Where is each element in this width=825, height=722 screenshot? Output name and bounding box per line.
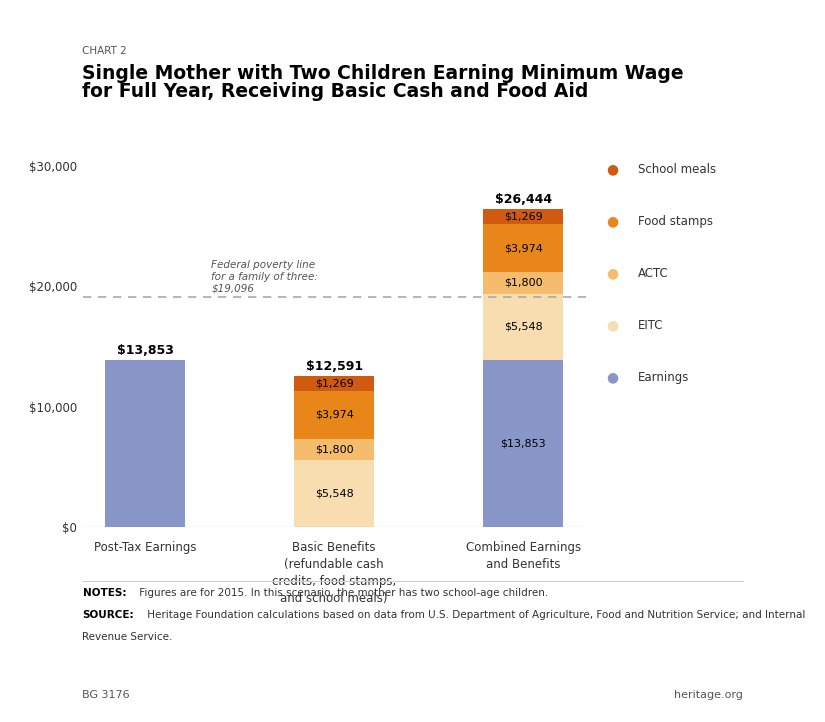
Text: School meals: School meals bbox=[638, 163, 716, 176]
Text: ●: ● bbox=[606, 214, 619, 229]
Text: Figures are for 2015. In this scenario, the mother has two school-age children.: Figures are for 2015. In this scenario, … bbox=[136, 588, 549, 599]
Text: $13,853: $13,853 bbox=[500, 439, 546, 448]
Text: ●: ● bbox=[606, 266, 619, 281]
Text: SOURCE:: SOURCE: bbox=[82, 610, 134, 620]
Text: $5,548: $5,548 bbox=[315, 489, 353, 499]
Bar bbox=[483, 272, 563, 294]
Bar bbox=[483, 360, 563, 527]
Text: EITC: EITC bbox=[638, 319, 663, 332]
Text: $1,800: $1,800 bbox=[504, 278, 543, 288]
Text: Heritage Foundation calculations based on data from U.S. Department of Agricultu: Heritage Foundation calculations based o… bbox=[144, 610, 806, 620]
Text: NOTES:: NOTES: bbox=[82, 588, 126, 599]
Text: $3,974: $3,974 bbox=[314, 409, 354, 419]
Text: $26,444: $26,444 bbox=[495, 193, 552, 206]
Text: Food stamps: Food stamps bbox=[638, 215, 713, 228]
Text: ACTC: ACTC bbox=[638, 267, 668, 280]
Text: heritage.org: heritage.org bbox=[674, 690, 742, 700]
Text: Earnings: Earnings bbox=[638, 371, 689, 384]
Text: $1,269: $1,269 bbox=[504, 212, 543, 222]
Text: Single Mother with Two Children Earning Minimum Wage: Single Mother with Two Children Earning … bbox=[82, 64, 684, 82]
Text: $1,800: $1,800 bbox=[315, 445, 353, 454]
Bar bbox=[295, 461, 374, 527]
Text: $5,548: $5,548 bbox=[504, 322, 543, 332]
Bar bbox=[295, 391, 374, 439]
Bar bbox=[106, 360, 185, 527]
Text: Federal poverty line
for a family of three:
$19,096: Federal poverty line for a family of thr… bbox=[211, 261, 318, 294]
Text: $1,269: $1,269 bbox=[315, 378, 353, 388]
Bar bbox=[295, 375, 374, 391]
Text: CHART 2: CHART 2 bbox=[82, 46, 127, 56]
Text: ●: ● bbox=[606, 370, 619, 385]
Text: $13,853: $13,853 bbox=[116, 344, 173, 357]
Text: BG 3176: BG 3176 bbox=[82, 690, 130, 700]
Text: $3,974: $3,974 bbox=[504, 243, 543, 253]
Bar bbox=[483, 224, 563, 272]
Bar bbox=[483, 294, 563, 360]
Text: ●: ● bbox=[606, 318, 619, 333]
Text: $12,591: $12,591 bbox=[305, 360, 363, 373]
Text: Revenue Service.: Revenue Service. bbox=[82, 632, 173, 642]
Bar bbox=[483, 209, 563, 224]
Bar bbox=[295, 439, 374, 461]
Text: ●: ● bbox=[606, 162, 619, 177]
Text: for Full Year, Receiving Basic Cash and Food Aid: for Full Year, Receiving Basic Cash and … bbox=[82, 82, 589, 101]
